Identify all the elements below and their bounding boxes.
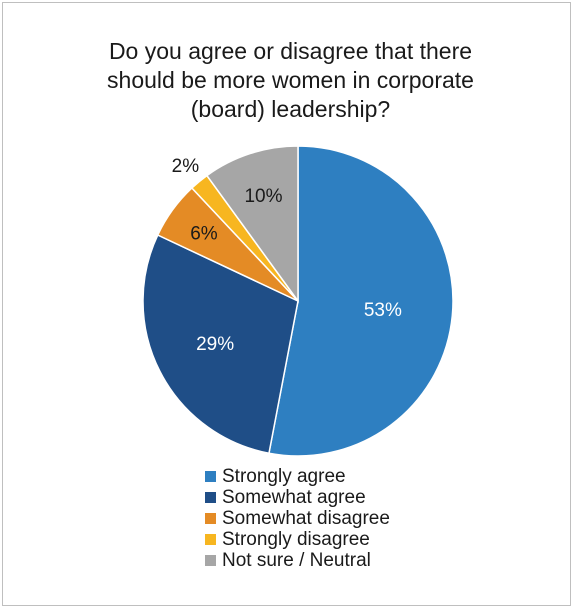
- legend-swatch: [205, 555, 216, 566]
- legend-item: Strongly agree: [205, 466, 390, 487]
- legend-label: Strongly agree: [222, 466, 346, 487]
- chart-title: Do you agree or disagree that there shoul…: [43, 37, 538, 124]
- legend-item: Somewhat agree: [205, 487, 390, 508]
- legend-swatch: [205, 534, 216, 545]
- pie-data-label: 53%: [364, 300, 402, 321]
- legend-item: Somewhat disagree: [205, 508, 390, 529]
- chart-frame: Do you agree or disagree that there shoul…: [2, 2, 571, 606]
- legend-swatch: [205, 471, 216, 482]
- pie-data-label: 6%: [190, 224, 218, 245]
- legend-label: Somewhat disagree: [222, 508, 390, 529]
- legend-label: Not sure / Neutral: [222, 550, 371, 571]
- legend-swatch: [205, 492, 216, 503]
- legend-label: Somewhat agree: [222, 487, 366, 508]
- pie-data-label: 10%: [244, 186, 282, 207]
- pie-data-label: 2%: [172, 156, 200, 177]
- chart-legend: Strongly agree Somewhat agree Somewhat dis…: [205, 466, 390, 571]
- pie-slice-strongly-agree: [268, 145, 454, 457]
- pie-slice-somewhat-agree: [142, 234, 299, 455]
- chart-title-line: (board) leadership?: [190, 96, 391, 122]
- pie-data-label: 29%: [196, 334, 234, 355]
- pie-slice-not-sure-neutral: [205, 145, 299, 304]
- chart-title-line: should be more women in corporate: [107, 67, 474, 93]
- legend-swatch: [205, 513, 216, 524]
- legend-label: Strongly disagree: [222, 529, 370, 550]
- legend-item: Not sure / Neutral: [205, 550, 390, 571]
- legend-item: Strongly disagree: [205, 529, 390, 550]
- chart-title-line: Do you agree or disagree that there: [108, 38, 473, 64]
